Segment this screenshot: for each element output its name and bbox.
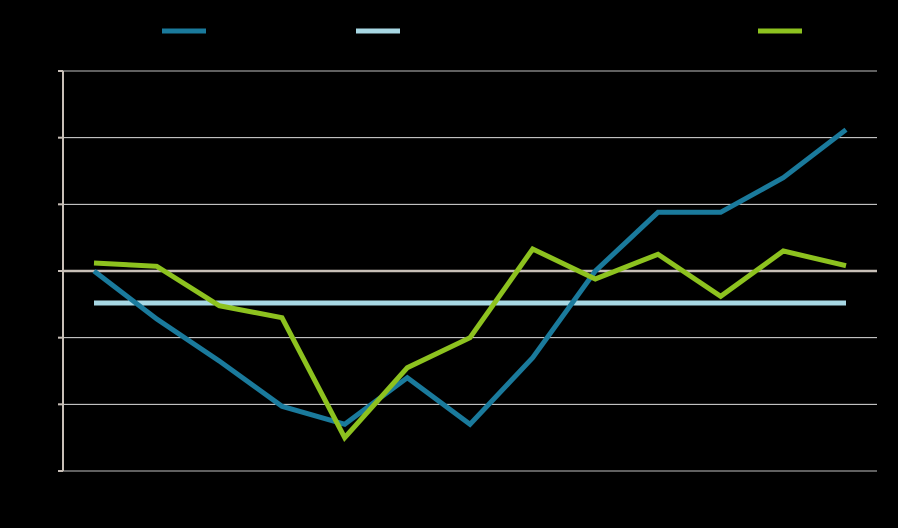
gridlines bbox=[63, 70, 877, 472]
y-axis bbox=[58, 70, 64, 472]
series-line-green bbox=[93, 245, 847, 443]
series-lines bbox=[92, 127, 848, 443]
series-line-blue bbox=[92, 127, 848, 428]
